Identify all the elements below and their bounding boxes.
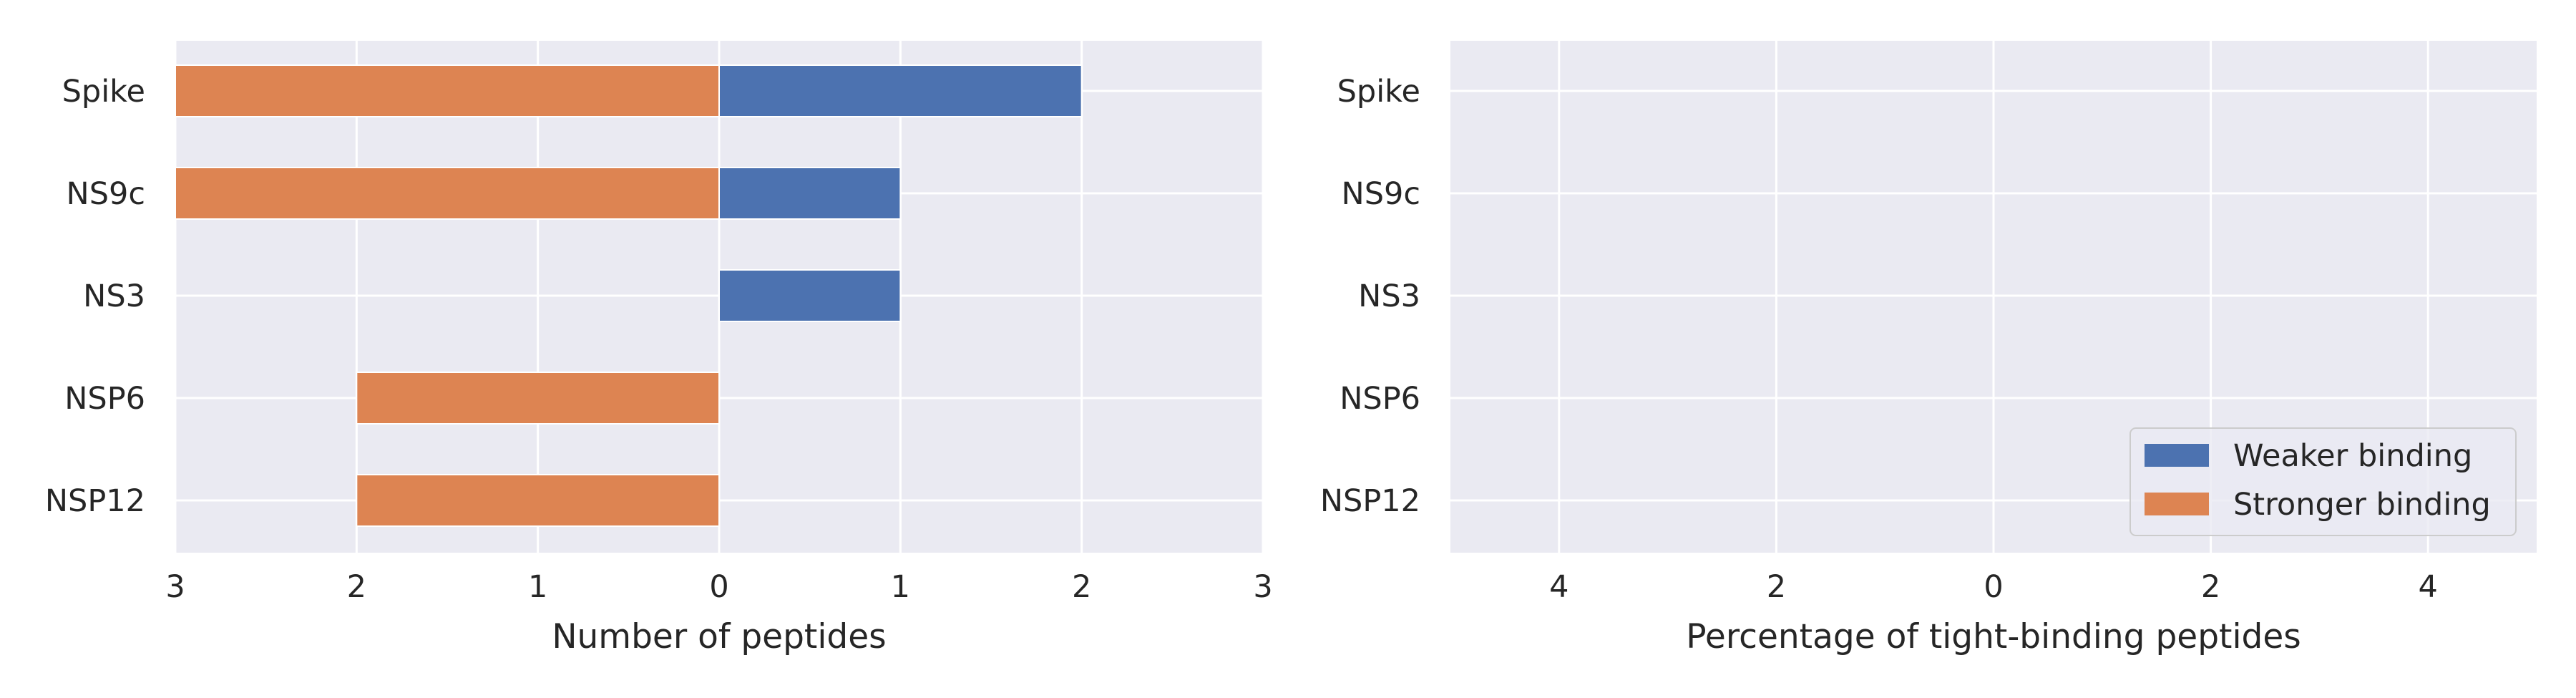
y-tick-label: NS3	[1358, 278, 1420, 314]
legend-swatch	[2145, 493, 2209, 515]
bar-stronger-nsp6	[356, 372, 720, 425]
y-tick-label: Spike	[62, 74, 145, 110]
x-tick-label: 3	[165, 569, 185, 605]
legend: Weaker binding Stronger binding	[2129, 427, 2517, 536]
chart-panel-1: 3 2 1 0 1 2 3 Spike NS9c NS3 NSP6 NSP12 Number of pe…	[45, 41, 1273, 656]
x-tick-label: 2	[1072, 569, 1091, 605]
chart-panel-2: 4 2 0 2 4 Spike NS9c NS3 NSP6 NSP12 Percentage of …	[1320, 41, 2537, 656]
x-tick-label: 3	[1253, 569, 1272, 605]
bar-weaker-spike	[718, 64, 1083, 117]
x-tick-label: 2	[2201, 569, 2220, 605]
y-tick-label: NS3	[83, 278, 145, 314]
y-tick-label: NS9c	[67, 176, 145, 212]
x-axis-label: Percentage of tight-binding peptides	[1686, 617, 2301, 656]
y-tick-label: NSP6	[1340, 381, 1420, 417]
legend-box	[2129, 427, 2517, 536]
y-tick-label: NSP12	[45, 483, 145, 519]
x-tick-label: 0	[709, 569, 728, 605]
x-tick-label: 1	[528, 569, 547, 605]
x-axis-label: Number of peptides	[552, 617, 886, 656]
y-tick-label: NS9c	[1342, 176, 1420, 212]
x-tick-label: 0	[1984, 569, 2003, 605]
bar-weaker-ns3	[718, 269, 902, 322]
x-tick-label: 4	[2419, 569, 2438, 605]
y-tick-label: NSP6	[64, 381, 145, 417]
x-tick-label: 2	[347, 569, 366, 605]
x-tick-label: 1	[891, 569, 910, 605]
x-tick-label: 4	[1549, 569, 1568, 605]
y-tick-label: Spike	[1337, 74, 1420, 110]
x-tick-label: 2	[1767, 569, 1786, 605]
legend-label: Weaker binding	[2233, 438, 2472, 474]
legend-swatch	[2145, 444, 2209, 467]
bar-weaker-ns9c	[718, 167, 902, 220]
bar-stronger-ns9c	[175, 167, 720, 220]
bar-stronger-nsp12	[356, 474, 720, 527]
y-tick-label: NSP12	[1320, 483, 1420, 519]
bar-stronger-spike	[175, 64, 720, 117]
legend-label: Stronger binding	[2233, 487, 2491, 523]
